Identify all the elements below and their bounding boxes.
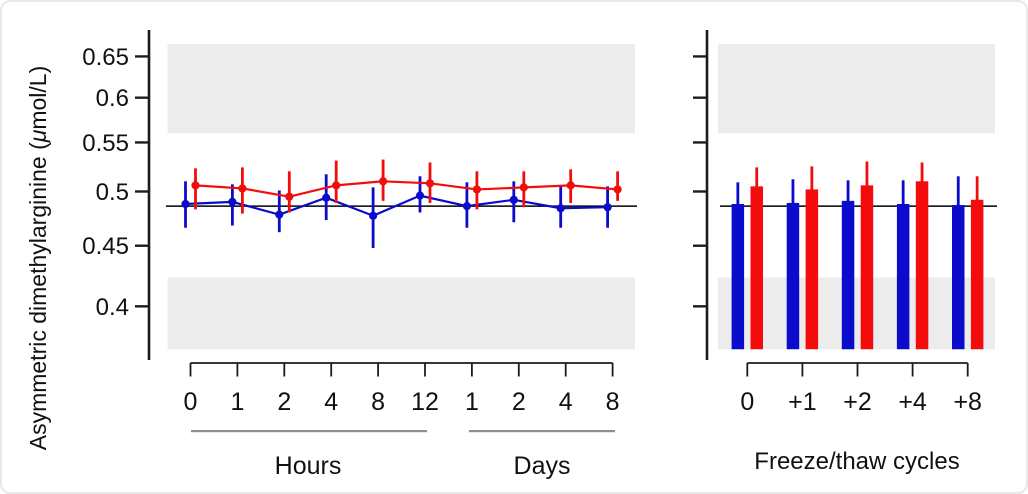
x-tick-label: +1 <box>788 388 817 416</box>
data-point <box>519 183 528 192</box>
y-axis-title-suffix: mol/L) <box>25 66 51 130</box>
data-point <box>228 197 237 206</box>
group-label-hours: Hours <box>275 452 342 480</box>
data-point <box>332 181 341 190</box>
y-tick-label: 0.4 <box>96 294 129 321</box>
bar <box>952 205 965 350</box>
acceptance-band <box>167 43 635 134</box>
x-tick-label: 0 <box>740 388 754 416</box>
x-tick-label: 4 <box>559 388 573 416</box>
data-point <box>566 181 575 190</box>
bar <box>750 186 763 350</box>
x-tick-label: +2 <box>843 388 872 416</box>
y-tick-label: 0.5 <box>96 179 129 206</box>
group-underline-hours <box>191 430 427 433</box>
data-point <box>613 185 622 194</box>
x-tick-label: +8 <box>953 388 982 416</box>
group-label-days: Days <box>514 452 571 480</box>
data-point <box>275 210 284 219</box>
bar <box>841 200 855 350</box>
bar <box>731 204 745 350</box>
data-point <box>556 204 565 213</box>
bar <box>786 202 800 350</box>
y-tick-label: 0.65 <box>82 44 129 71</box>
acceptance-band <box>167 277 635 350</box>
series-line <box>195 180 618 198</box>
series-line <box>185 194 608 217</box>
data-point <box>181 199 190 209</box>
y-axis-title: Asymmetric dimethylarginine (μmol/L) <box>25 66 51 451</box>
data-point <box>191 181 200 190</box>
y-axis-title-prefix: Asymmetric dimethylarginine ( <box>25 142 51 450</box>
data-point <box>472 185 481 194</box>
x-axis-title-freeze-thaw: Freeze/thaw cycles <box>754 448 959 475</box>
data-point <box>238 184 247 193</box>
bar <box>860 185 874 350</box>
y-tick-label: 0.55 <box>82 130 129 157</box>
data-point <box>603 203 612 212</box>
x-tick-label: 1 <box>230 388 244 416</box>
x-tick-label: 8 <box>371 388 385 416</box>
y-tick-label: 0.45 <box>82 233 129 260</box>
x-tick-label: 2 <box>512 388 526 416</box>
x-tick-label: 8 <box>606 388 620 416</box>
bar-series-red <box>750 161 984 350</box>
x-tick-label: 12 <box>411 388 439 416</box>
bar-series-blue <box>731 176 965 350</box>
panel-storage-time: 0.650.60.550.50.450.40 1 2 4 8 12 1 2 4 8 <box>82 30 637 433</box>
data-point <box>509 195 518 204</box>
bar <box>970 199 984 350</box>
bar <box>805 189 819 350</box>
data-point <box>415 191 425 200</box>
series-blue <box>181 174 612 249</box>
acceptance-band <box>718 43 995 134</box>
data-point <box>462 202 471 211</box>
data-point <box>425 179 435 188</box>
data-point <box>285 192 294 201</box>
bar <box>896 204 910 350</box>
data-point <box>322 193 331 202</box>
x-tick-label: 0 <box>184 388 198 416</box>
data-point <box>369 211 378 220</box>
x-tick-label: 1 <box>465 388 479 416</box>
x-tick-label: 2 <box>277 388 291 416</box>
x-tick-label: 4 <box>324 388 338 416</box>
series-red <box>191 159 622 214</box>
bar <box>915 181 929 350</box>
group-underline-days <box>469 430 615 433</box>
data-point <box>379 177 388 186</box>
x-tick-label: +4 <box>898 388 927 416</box>
y-axis-title-mu: μ <box>25 129 51 143</box>
panel-freeze-thaw: 0 +1 +2 +4 +8 <box>693 30 997 416</box>
acceptance-band <box>718 277 995 350</box>
y-tick-label: 0.6 <box>96 85 129 112</box>
